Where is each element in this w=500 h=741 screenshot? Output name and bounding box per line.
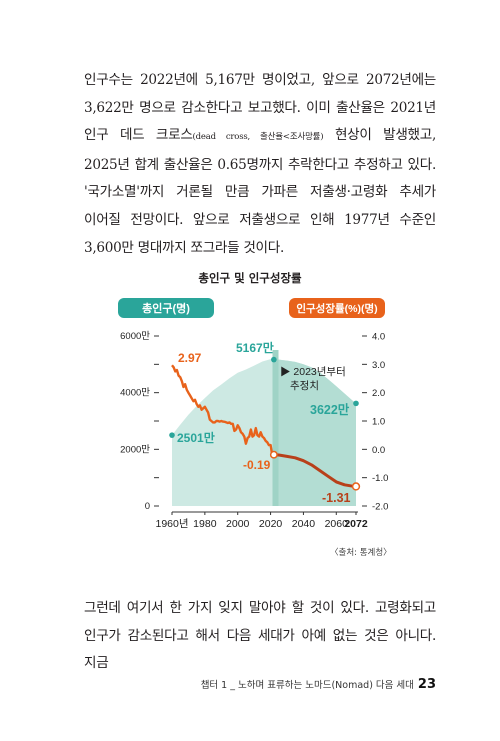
right-tick-label: 3.0 xyxy=(372,360,385,371)
left-axis-badge-bg xyxy=(118,298,214,318)
right-tick-label: 2.0 xyxy=(372,388,385,399)
right-tick-label: -1.0 xyxy=(372,473,388,484)
left-tick-label: 6000만 xyxy=(120,331,150,342)
x-tick-label: 2072 xyxy=(344,518,368,530)
label-growth-1960: 2.97 xyxy=(178,351,202,365)
paragraph-text: 인구수는 2022년에 5,167만 명이었고, 앞으로 2072년에는 3,6… xyxy=(84,72,436,144)
page-footer: 챕터 1 _ 노하며 표류하는 노마드(Nomad) 다음 세대 23 xyxy=(201,677,436,692)
label-population-1960: 2501만 xyxy=(177,430,215,445)
right-tick-label: -2.0 xyxy=(372,502,388,513)
body-paragraph-2: 그런데 여기서 한 가지 잊지 말아야 할 것이 있다. 고령화되고 인구가 감… xyxy=(84,600,436,672)
forecast-label-line2: 추정치 xyxy=(290,380,319,392)
population-start-point xyxy=(169,432,175,438)
growth-line xyxy=(171,364,275,457)
chart-title: 총인구 및 인구성장률 xyxy=(198,271,302,285)
growth-end-point xyxy=(351,482,361,491)
paragraph-parenthetical: (dead cross, 출산율<조사망률) xyxy=(192,132,324,143)
right-tick-label: 0.0 xyxy=(372,445,385,456)
population-peak-point xyxy=(271,356,277,363)
label-growth-2022: -0.19 xyxy=(243,458,271,472)
x-tick-label: 2020 xyxy=(259,518,283,530)
right-tick-label: 1.0 xyxy=(372,417,385,428)
left-tick-label: 2000만 xyxy=(120,444,150,455)
right-axis-title: 인구성장률(%)(명) xyxy=(296,302,377,315)
x-tick-label: 1960년 xyxy=(155,518,188,530)
right-axis-badge-bg xyxy=(289,298,385,318)
left-axis-title: 총인구(명) xyxy=(142,301,190,315)
label-population-peak: 5167만 xyxy=(236,340,274,355)
body-paragraph-1: 인구수는 2022년에 5,167만 명이었고, 앞으로 2072년에는 3,6… xyxy=(84,67,436,262)
left-tick-label: 4000만 xyxy=(120,388,150,399)
page-number: 23 xyxy=(417,677,436,692)
growth-2022-point xyxy=(269,450,278,459)
label-growth-2072: -1.31 xyxy=(322,491,351,505)
right-tick-label: 4.0 xyxy=(372,332,385,343)
forecast-area xyxy=(275,359,356,506)
left-axis-badge: 총인구(명) xyxy=(118,298,214,318)
x-tick-label: 2060 xyxy=(325,518,349,530)
chart-source: 〈출처: 통계청〉 xyxy=(330,548,392,558)
label-population-2072: 3622만 xyxy=(310,402,350,417)
right-axis-badge: 인구성장률(%)(명) xyxy=(289,298,385,318)
footer-chapter: 챕터 1 _ 노하며 표류하는 노마드(Nomad) 다음 세대 xyxy=(200,680,414,691)
population-end-point xyxy=(353,400,359,407)
forecast-divider xyxy=(272,350,279,506)
x-tick-label: 2000 xyxy=(226,518,250,530)
x-tick-label: 2040 xyxy=(292,518,316,530)
growth-forecast-line xyxy=(273,453,357,488)
left-tick-label: 0 xyxy=(145,501,150,512)
x-tick-label: 1980 xyxy=(193,518,217,530)
forecast-label-line1: ▶ 2023년부터 xyxy=(280,366,346,378)
paragraph-text-continued: 현상이 발생했고, 2025년 합계 출산율은 0.65명까지 추락한다고 추정… xyxy=(84,127,436,256)
